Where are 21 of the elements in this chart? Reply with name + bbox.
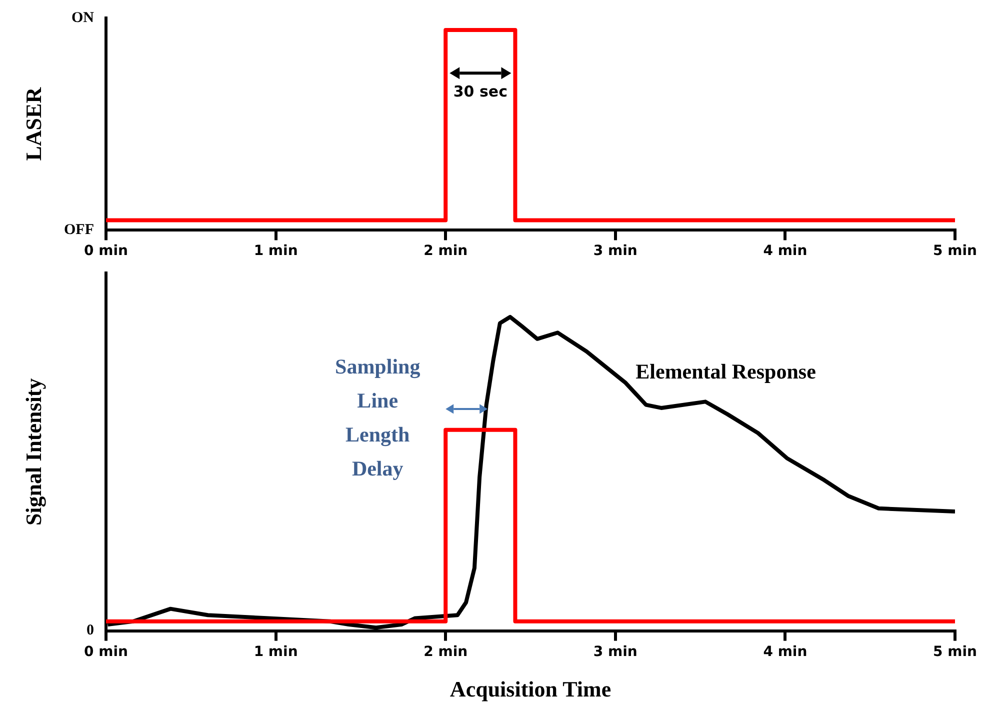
annotation: 30 sec (453, 82, 508, 101)
x-tick-label: 1 min (254, 243, 298, 260)
text: ON (72, 10, 94, 26)
x-tick-label: 4 min (763, 644, 808, 660)
annotation: Elemental Response (636, 360, 816, 384)
y-axis-title: Signal Intensity (20, 378, 46, 526)
y-axis-title: LASER (20, 86, 46, 161)
text: OFF (64, 222, 94, 238)
x-tick-label: 4 min (763, 243, 808, 260)
x-tick-label: 5 min (933, 644, 977, 660)
x-tick-label: 0 min (84, 243, 128, 260)
x-tick-label: 0 min (84, 644, 128, 660)
x-axis-title: Acquisition Time (450, 676, 612, 702)
x-tick-label: 2 min (424, 644, 468, 660)
x-tick-label: 3 min (593, 644, 638, 660)
x-tick-label: 2 min (424, 243, 468, 260)
x-tick-label: 3 min (593, 243, 638, 260)
text: 0 (86, 622, 94, 639)
x-tick-label: 1 min (254, 644, 298, 660)
x-tick-label: 5 min (933, 243, 977, 260)
annotation: Sampling Line Length Delay (335, 354, 421, 480)
